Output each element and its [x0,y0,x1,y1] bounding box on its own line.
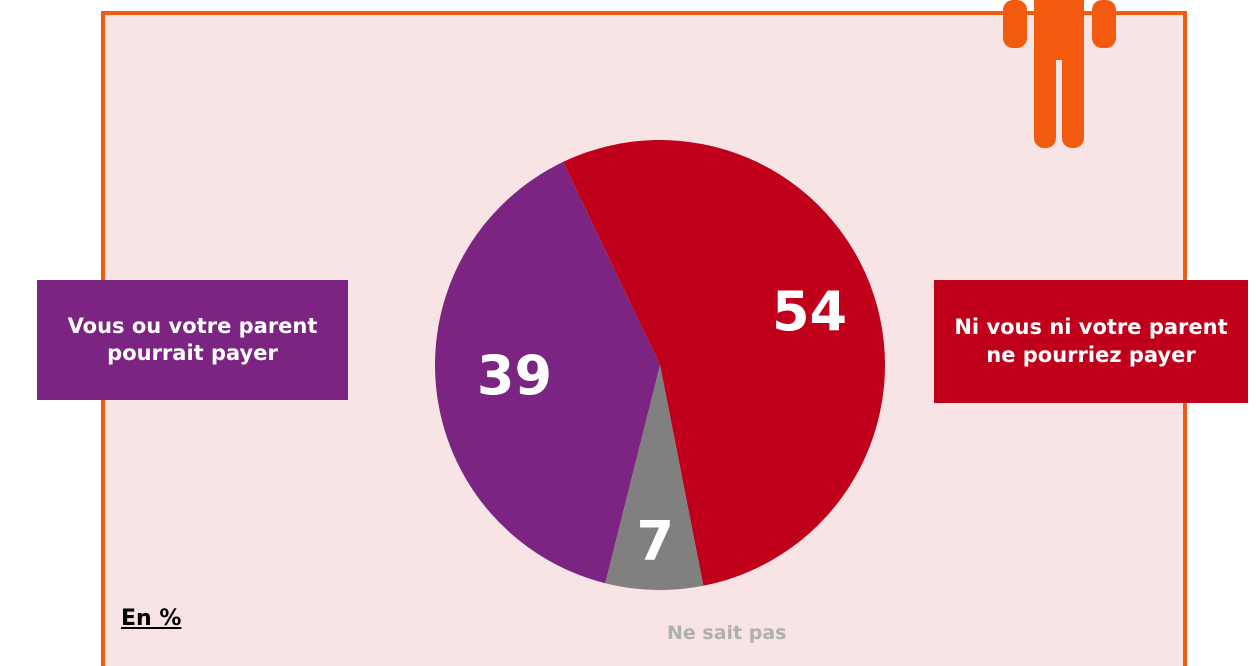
pie-slice [435,161,660,584]
value-label: 39 [477,344,552,407]
value-label: 7 [636,510,674,573]
person-icon [1003,0,1116,148]
pie-slice [563,140,885,586]
value-label: 54 [772,280,847,343]
pie-slice [605,365,704,590]
category-label: Ne sait pas [667,622,787,644]
pie: 54 7 39 [435,140,885,590]
category-box: Ni vous ni votre parent ne pourriez paye… [934,280,1248,403]
category-box: Vous ou votre parent pourrait payer [37,280,348,400]
unit-note: En % [121,606,182,631]
